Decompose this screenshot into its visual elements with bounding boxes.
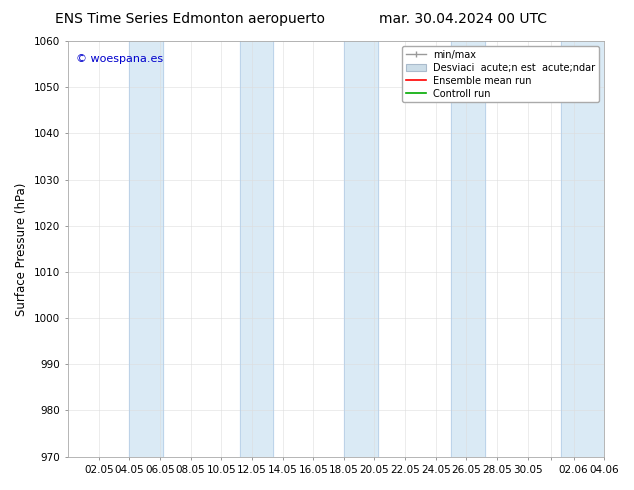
Legend: min/max, Desviaci  acute;n est  acute;ndar, Ensemble mean run, Controll run: min/max, Desviaci acute;n est acute;ndar… bbox=[402, 46, 599, 102]
Text: ENS Time Series Edmonton aeropuerto: ENS Time Series Edmonton aeropuerto bbox=[55, 12, 325, 26]
Text: © woespana.es: © woespana.es bbox=[76, 53, 164, 64]
Bar bbox=[129, 41, 163, 457]
Text: mar. 30.04.2024 00 UTC: mar. 30.04.2024 00 UTC bbox=[379, 12, 547, 26]
Bar bbox=[240, 41, 273, 457]
Y-axis label: Surface Pressure (hPa): Surface Pressure (hPa) bbox=[15, 182, 28, 316]
Bar bbox=[344, 41, 377, 457]
Bar bbox=[451, 41, 485, 457]
Bar bbox=[561, 41, 604, 457]
